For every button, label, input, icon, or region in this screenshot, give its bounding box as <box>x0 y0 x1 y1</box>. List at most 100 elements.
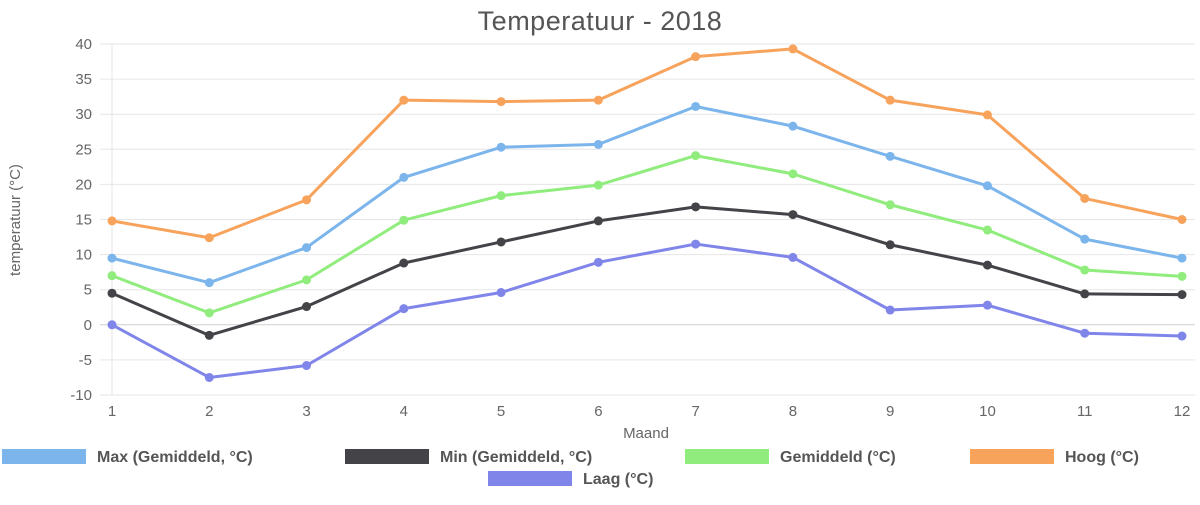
data-point[interactable] <box>1177 290 1187 300</box>
data-point[interactable] <box>982 260 992 270</box>
legend: Max (Gemiddeld, °C) Min (Gemiddeld, °C) Ge… <box>2 449 1139 488</box>
data-point[interactable] <box>885 200 895 210</box>
data-point[interactable] <box>204 308 214 318</box>
data-point[interactable] <box>1177 271 1187 281</box>
x-tick-label: 6 <box>594 403 602 420</box>
data-point[interactable] <box>399 172 409 182</box>
x-tick-label: 7 <box>691 403 699 420</box>
x-tick-label: 4 <box>400 403 408 420</box>
series-group <box>107 44 1187 382</box>
data-point[interactable] <box>885 95 895 105</box>
series-line <box>110 205 1184 337</box>
data-point[interactable] <box>302 361 312 371</box>
x-tick-label: 10 <box>979 403 996 420</box>
data-point[interactable] <box>107 320 117 330</box>
legend-item[interactable]: Max (Gemiddeld, °C) <box>2 449 253 466</box>
data-point[interactable] <box>204 372 214 382</box>
data-point[interactable] <box>1080 234 1090 244</box>
data-point[interactable] <box>204 233 214 243</box>
legend-item[interactable]: Laag (°C) <box>488 471 653 488</box>
data-point[interactable] <box>593 95 603 105</box>
x-tick-label: 8 <box>789 403 797 420</box>
data-point[interactable] <box>399 304 409 314</box>
data-point[interactable] <box>204 278 214 288</box>
data-point[interactable] <box>496 237 506 247</box>
data-point[interactable] <box>788 121 798 131</box>
grid <box>100 43 1195 396</box>
data-point[interactable] <box>1080 265 1090 275</box>
legend-item[interactable]: Hoog (°C) <box>970 449 1139 466</box>
data-point[interactable] <box>399 95 409 105</box>
data-point[interactable] <box>982 225 992 235</box>
data-point[interactable] <box>885 305 895 315</box>
data-point[interactable] <box>788 210 798 220</box>
data-point[interactable] <box>1080 193 1090 203</box>
data-point[interactable] <box>107 216 117 226</box>
y-tick-label: 5 <box>84 282 92 299</box>
y-axis-title: temperatuur (°C) <box>7 164 24 276</box>
data-point[interactable] <box>204 330 214 340</box>
data-point[interactable] <box>885 151 895 161</box>
data-point[interactable] <box>302 275 312 285</box>
legend-label: Max (Gemiddeld, °C) <box>97 449 253 466</box>
legend-label: Hoog (°C) <box>1065 449 1139 466</box>
legend-label: Min (Gemiddeld, °C) <box>440 449 592 466</box>
data-point[interactable] <box>593 180 603 190</box>
series <box>107 101 1187 288</box>
legend-swatch <box>345 449 429 464</box>
y-tick-label: 35 <box>75 71 92 88</box>
x-axis-title: Maand <box>623 425 669 442</box>
data-point[interactable] <box>788 252 798 262</box>
series <box>107 151 1187 318</box>
data-point[interactable] <box>982 110 992 120</box>
data-point[interactable] <box>788 44 798 54</box>
y-tick-label: 15 <box>75 212 92 229</box>
data-point[interactable] <box>691 239 701 249</box>
data-point[interactable] <box>399 215 409 225</box>
x-tick-label: 9 <box>886 403 894 420</box>
data-point[interactable] <box>302 302 312 312</box>
data-point[interactable] <box>1080 289 1090 299</box>
data-point[interactable] <box>107 271 117 281</box>
data-point[interactable] <box>302 243 312 253</box>
data-point[interactable] <box>1177 253 1187 263</box>
data-point[interactable] <box>691 151 701 161</box>
data-point[interactable] <box>496 97 506 107</box>
series <box>107 202 1187 340</box>
x-tick-label: 1 <box>108 403 116 420</box>
legend-swatch <box>685 449 769 464</box>
data-point[interactable] <box>788 169 798 179</box>
data-point[interactable] <box>691 202 701 212</box>
y-tick-label: 25 <box>75 141 92 158</box>
legend-item[interactable]: Gemiddeld (°C) <box>685 449 896 466</box>
data-point[interactable] <box>593 216 603 226</box>
series-line <box>110 242 1184 379</box>
x-tick-label: 11 <box>1077 403 1093 420</box>
data-point[interactable] <box>982 181 992 191</box>
data-point[interactable] <box>691 101 701 111</box>
y-tick-label: 10 <box>75 247 92 264</box>
data-point[interactable] <box>593 257 603 267</box>
data-point[interactable] <box>107 288 117 298</box>
y-tick-label: 20 <box>75 176 92 193</box>
y-tick-label: 40 <box>75 36 92 53</box>
legend-item[interactable]: Min (Gemiddeld, °C) <box>345 449 592 466</box>
data-point[interactable] <box>496 142 506 152</box>
data-point[interactable] <box>496 288 506 298</box>
data-point[interactable] <box>1080 328 1090 338</box>
x-tick-label: 5 <box>497 403 505 420</box>
data-point[interactable] <box>302 195 312 205</box>
data-point[interactable] <box>1177 331 1187 341</box>
data-point[interactable] <box>107 253 117 263</box>
data-point[interactable] <box>691 52 701 62</box>
data-point[interactable] <box>885 240 895 250</box>
x-tick-label: 2 <box>205 403 213 420</box>
data-point[interactable] <box>1177 215 1187 224</box>
y-tick-label: 0 <box>84 317 92 334</box>
data-point[interactable] <box>399 258 409 268</box>
data-point[interactable] <box>496 191 506 201</box>
data-point[interactable] <box>593 139 603 149</box>
data-point[interactable] <box>982 300 992 310</box>
